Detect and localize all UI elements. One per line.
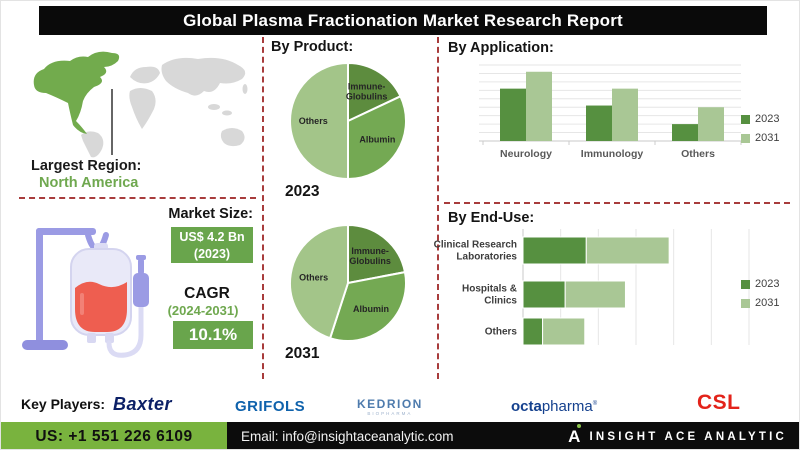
iv-stand-base [22, 340, 68, 350]
brand-name: INSIGHT ACE ANALYTIC [589, 430, 787, 443]
key-players-label: Key Players: [21, 396, 106, 412]
legend-label: 2031 [755, 132, 780, 144]
report-title-bar: Global Plasma Fractionation Market Resea… [39, 6, 767, 35]
legend-label: 2031 [755, 297, 780, 309]
world-map [33, 51, 248, 158]
legend-swatch [741, 114, 750, 124]
legend-label: 2023 [755, 278, 780, 290]
end-use-bar-chart: Clinical Research Laboratories Hospitals &… [431, 227, 763, 360]
brand-a-mark-icon: A [568, 424, 582, 445]
north-america-highlight [33, 51, 120, 134]
pie-year-label-2023: 2023 [285, 183, 320, 200]
dashed-divider-left [19, 197, 256, 199]
dashed-divider-middle-right [437, 37, 439, 379]
footer-email-bar: Email: info@insightaceanalytic.com [227, 422, 799, 449]
svg-text:Neurology: Neurology [500, 148, 552, 160]
market-size-badge: US$ 4.2 Bn (2023) [171, 227, 253, 263]
legend-label: 2023 [755, 113, 780, 125]
cagr-badge: 10.1% [173, 321, 253, 349]
dashed-divider-middle-left [262, 37, 264, 379]
blood-fluid [75, 281, 127, 332]
legend-item: 2031 [741, 132, 779, 144]
market-size-value: US$ 4.2 Bn [179, 230, 245, 244]
tube-connector [133, 273, 149, 307]
pie-year-label-2031: 2031 [285, 345, 320, 362]
connector-tip [138, 259, 144, 274]
iv-tube [106, 304, 144, 358]
footer-brand: A INSIGHT ACE ANALYTIC [568, 422, 787, 449]
island-group [242, 84, 248, 94]
cagr-period: (2024-2031) [167, 303, 239, 318]
application-legend: 2023 2031 [741, 113, 779, 144]
footer-email: Email: info@insightaceanalytic.com [241, 429, 454, 444]
largest-region-label: Largest Region: [31, 158, 142, 174]
connector-cap [136, 255, 146, 260]
by-product-heading: By Product: [271, 39, 354, 55]
svg-text:Others: Others [681, 148, 715, 160]
svg-text:Albumin: Albumin [353, 304, 389, 314]
end-use-legend: 2023 2031 [741, 278, 779, 309]
logo-kedrion: KEDRION BIOPHARMA [357, 397, 423, 416]
europe-landmass [130, 66, 160, 84]
africa-landmass [129, 88, 156, 129]
island-group [222, 110, 232, 116]
iv-bag-illustration [22, 228, 149, 358]
pie-chart-2023: Immune-Globulins Albumin Others [287, 60, 409, 187]
report-title: Global Plasma Fractionation Market Resea… [183, 11, 623, 30]
logo-kedrion-wordmark: KEDRION [357, 397, 423, 411]
south-america-landmass [81, 131, 104, 158]
dashed-divider-right [444, 202, 790, 204]
registered-mark-icon: ® [592, 401, 598, 407]
svg-text:Others: Others [485, 327, 518, 338]
bag-port [87, 333, 96, 343]
legend-item: 2031 [741, 297, 779, 309]
footer-phone: US: +1 551 226 6109 [35, 428, 193, 445]
svg-text:Immune-Globulins: Immune-Globulins [349, 246, 391, 266]
cagr-label: CAGR [184, 285, 230, 302]
iv-stand-pole [36, 228, 43, 344]
svg-text:Immunology: Immunology [581, 148, 644, 160]
svg-text:Hospitals &Clinics: Hospitals & Clinics [462, 284, 517, 307]
bag-highlight [80, 293, 84, 315]
bag-port [105, 333, 114, 343]
island-group [208, 104, 220, 110]
cagr-value: 10.1% [188, 325, 238, 344]
logo-csl: CSL [697, 391, 741, 414]
asia-landmass [161, 57, 246, 96]
legend-swatch [741, 298, 750, 308]
largest-region-value: North America [39, 175, 139, 191]
logo-grifols: GRIFOLS [235, 398, 306, 415]
market-size-label: Market Size: [168, 206, 253, 222]
iv-stand-arm [36, 228, 96, 235]
logo-kedrion-subtext: BIOPHARMA [367, 411, 413, 416]
svg-text:Immune-Globulins: Immune-Globulins [346, 82, 388, 102]
legend-item: 2023 [741, 278, 779, 290]
by-application-heading: By Application: [448, 40, 554, 56]
logo-octapharma-rest: pharma [541, 398, 593, 415]
footer-phone-bar: US: +1 551 226 6109 [1, 422, 227, 449]
logo-octapharma: octapharma® [511, 398, 597, 415]
logo-octapharma-bold: octa [511, 398, 542, 415]
pie-chart-2031: Immune-Globulins Albumin Others [287, 222, 409, 349]
logo-baxter: Baxter [113, 394, 173, 414]
australia-landmass [220, 128, 245, 147]
legend-swatch [741, 133, 750, 143]
by-end-use-heading: By End-Use: [448, 210, 535, 226]
svg-text:Others: Others [299, 273, 328, 283]
application-bar-chart: Neurology Immunology Others [453, 59, 745, 172]
svg-text:Others: Others [299, 116, 328, 126]
legend-item: 2023 [741, 113, 779, 125]
svg-text:Albumin: Albumin [359, 135, 395, 145]
market-size-year: (2023) [193, 246, 231, 261]
legend-swatch [741, 279, 750, 289]
brand-green-dot-icon [577, 424, 582, 428]
